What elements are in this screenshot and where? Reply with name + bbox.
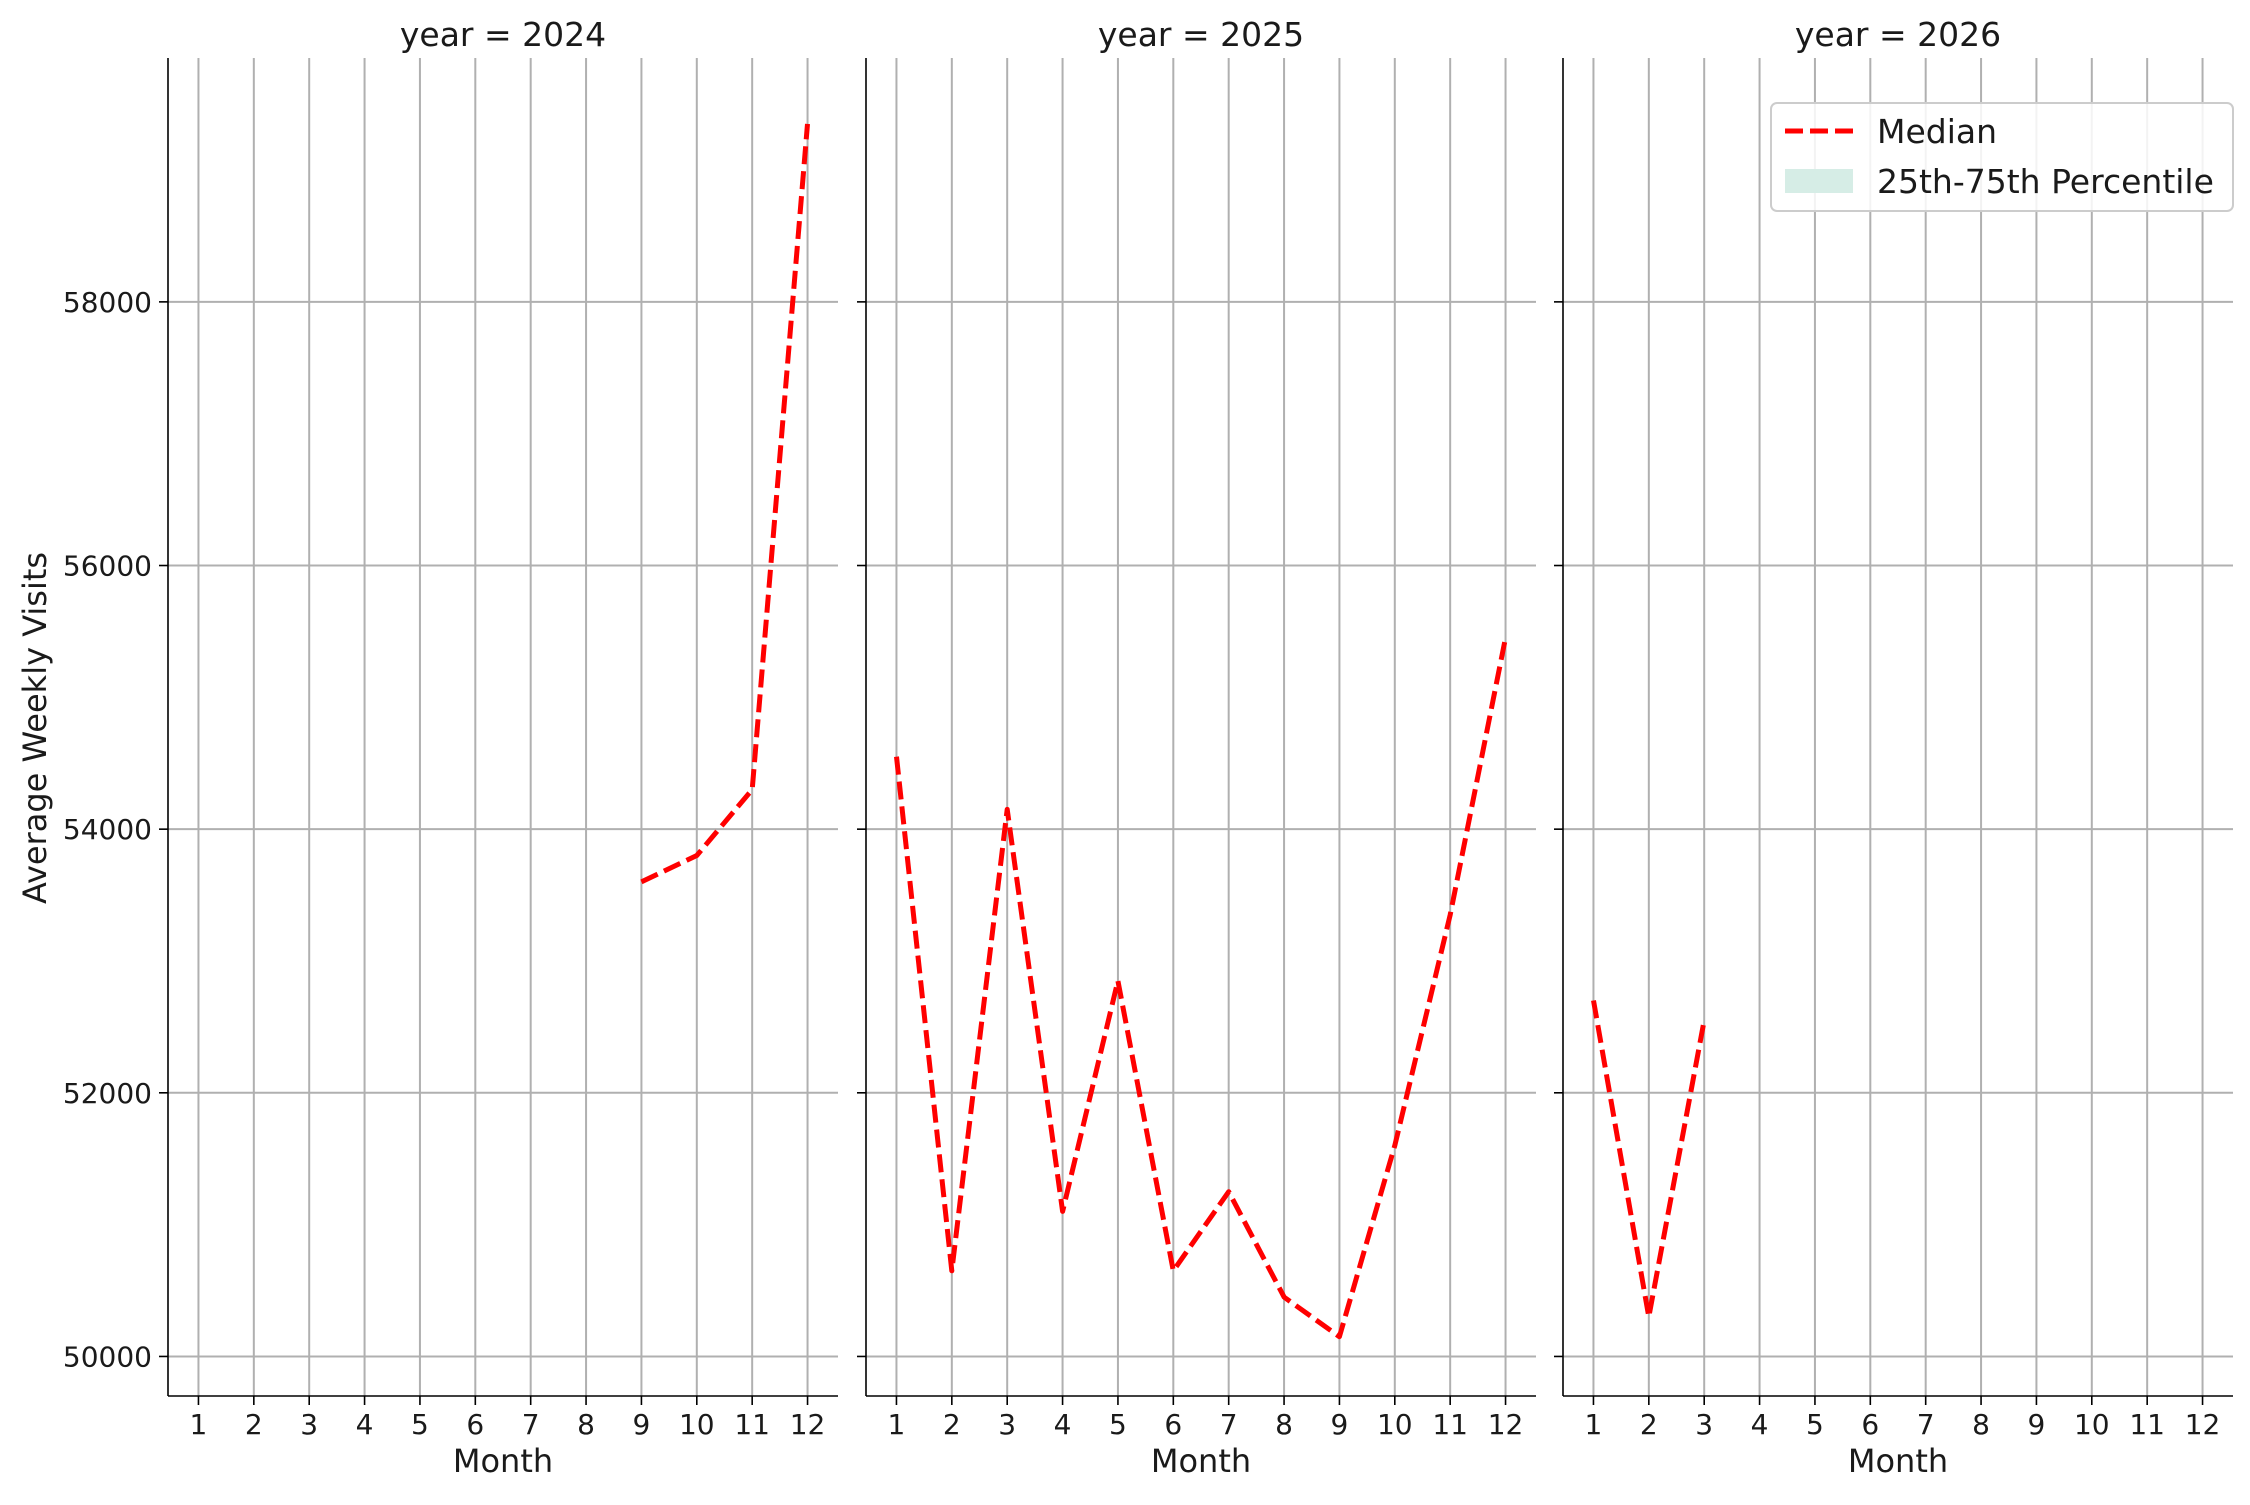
- x-tick-label: 4: [1054, 1408, 1072, 1441]
- x-tick-label: 9: [633, 1408, 651, 1441]
- y-tick-label: 54000: [63, 813, 152, 846]
- x-tick-label: 9: [2028, 1408, 2046, 1441]
- x-tick-label: 8: [1972, 1408, 1990, 1441]
- x-tick-label: 6: [1164, 1408, 1182, 1441]
- x-tick-label: 11: [2129, 1408, 2165, 1441]
- x-tick-label: 12: [2185, 1408, 2221, 1441]
- x-tick-label: 1: [888, 1408, 906, 1441]
- x-tick-label: 6: [466, 1408, 484, 1441]
- x-tick-label: 9: [1331, 1408, 1349, 1441]
- x-tick-label: 11: [734, 1408, 770, 1441]
- panel-title: year = 2024: [400, 15, 606, 54]
- x-tick-label: 5: [411, 1408, 429, 1441]
- y-tick-label: 50000: [63, 1340, 152, 1373]
- median-line: [641, 124, 807, 882]
- x-tick-label: 8: [1275, 1408, 1293, 1441]
- median-line: [897, 638, 1506, 1337]
- x-tick-label: 7: [522, 1408, 540, 1441]
- x-tick-label: 5: [1109, 1408, 1127, 1441]
- x-tick-label: 3: [300, 1408, 318, 1441]
- x-tick-label: 3: [1695, 1408, 1713, 1441]
- x-tick-label: 10: [2074, 1408, 2110, 1441]
- x-axis-label: Month: [453, 1442, 553, 1480]
- x-tick-label: 4: [1751, 1408, 1769, 1441]
- y-tick-label: 52000: [63, 1077, 152, 1110]
- x-tick-label: 10: [679, 1408, 715, 1441]
- x-tick-label: 1: [190, 1408, 208, 1441]
- x-tick-label: 7: [1220, 1408, 1238, 1441]
- x-tick-label: 4: [356, 1408, 374, 1441]
- x-tick-label: 8: [577, 1408, 595, 1441]
- x-tick-label: 2: [245, 1408, 263, 1441]
- legend-entry-label: Median: [1877, 112, 1997, 151]
- x-tick-label: 2: [943, 1408, 961, 1441]
- legend-percentile-swatch: [1785, 169, 1853, 193]
- x-tick-label: 6: [1861, 1408, 1879, 1441]
- y-tick-label: 58000: [63, 286, 152, 319]
- x-tick-label: 5: [1806, 1408, 1824, 1441]
- y-axis-label: Average Weekly Visits: [16, 552, 54, 904]
- x-tick-label: 11: [1432, 1408, 1468, 1441]
- x-tick-label: 12: [1488, 1408, 1524, 1441]
- x-tick-label: 7: [1917, 1408, 1935, 1441]
- x-axis-label: Month: [1151, 1442, 1251, 1480]
- panel-title: year = 2026: [1795, 15, 2001, 54]
- x-tick-label: 12: [790, 1408, 826, 1441]
- x-tick-label: 3: [998, 1408, 1016, 1441]
- legend: Median 25th-75th Percentile: [1771, 103, 2233, 211]
- y-tick-label: 56000: [63, 550, 152, 583]
- x-axis-label: Month: [1848, 1442, 1948, 1480]
- x-tick-label: 1: [1585, 1408, 1603, 1441]
- x-tick-label: 2: [1640, 1408, 1658, 1441]
- x-tick-label: 10: [1377, 1408, 1413, 1441]
- panel-title: year = 2025: [1098, 15, 1304, 54]
- legend-entry-label: 25th-75th Percentile: [1877, 162, 2214, 201]
